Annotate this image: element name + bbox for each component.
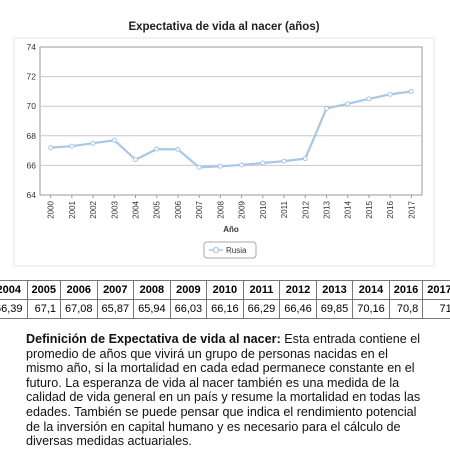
data-point bbox=[366, 96, 372, 102]
x-tick-label: 2003 bbox=[110, 200, 119, 218]
table-header-cell: 2014 bbox=[352, 280, 390, 300]
table-cell: 70,8 bbox=[388, 299, 424, 319]
data-table: 2004200520062007200820092010201120122013… bbox=[0, 280, 450, 319]
table-header-cell: 2012 bbox=[279, 280, 317, 300]
data-point bbox=[281, 158, 287, 164]
data-point bbox=[217, 163, 223, 169]
x-axis-label: Año bbox=[223, 225, 239, 234]
definition-text: Definición de Expectativa de vida al nac… bbox=[26, 332, 426, 449]
table-header-cell: 2006 bbox=[60, 280, 98, 300]
table-header-cell: 2011 bbox=[242, 280, 281, 300]
y-axis-ticks: 64 66 68 70 72 74 bbox=[27, 42, 37, 200]
table-row: 66,3967,167,0865,8765,9466,0366,1666,296… bbox=[0, 299, 450, 319]
x-tick-label: 2001 bbox=[68, 200, 77, 218]
series-layer bbox=[48, 88, 414, 170]
x-tick-label: 2015 bbox=[365, 200, 374, 218]
data-point bbox=[324, 105, 329, 111]
x-tick-label: 2016 bbox=[386, 200, 395, 218]
x-tick-label: 2009 bbox=[238, 200, 247, 218]
table-header-cell: 2017 bbox=[422, 280, 450, 300]
table-header-cell: 2008 bbox=[133, 280, 171, 300]
legend-swatch-marker bbox=[212, 246, 220, 254]
table-cell: 66,39 bbox=[0, 299, 28, 319]
y-tick-label: 74 bbox=[27, 42, 37, 52]
chart-title: Expectativa de vida al nacer (años) bbox=[128, 21, 319, 33]
x-tick-label: 2011 bbox=[280, 200, 289, 218]
x-tick-label: 2010 bbox=[259, 200, 268, 218]
x-tick-label: 2006 bbox=[174, 200, 183, 218]
legend: Rusia bbox=[203, 241, 257, 259]
plot-background bbox=[39, 46, 423, 196]
definition-body: Esta entrada contiene el promedio de año… bbox=[26, 332, 421, 449]
x-axis-ticks: 2000 2001 2002 2003 2004 2005 2006 2007 2008 2009… bbox=[47, 195, 416, 219]
chart-panel: Expectativa de vida al nacer (años) 64 66… bbox=[13, 21, 435, 267]
data-point bbox=[408, 88, 414, 94]
table-cell: 70,16 bbox=[352, 299, 390, 319]
table-header-cell: 2009 bbox=[169, 280, 208, 300]
line-chart: Expectativa de vida al nacer (años) 64 66… bbox=[13, 21, 435, 267]
data-point bbox=[90, 140, 96, 146]
y-tick-label: 66 bbox=[27, 160, 37, 170]
data-point bbox=[48, 145, 54, 151]
data-point bbox=[175, 146, 181, 152]
data-point bbox=[345, 101, 351, 107]
table-cell: 67,08 bbox=[60, 299, 98, 319]
y-tick-label: 70 bbox=[27, 101, 37, 111]
plot-frame bbox=[13, 37, 435, 267]
data-point bbox=[239, 162, 245, 168]
x-tick-label: 2008 bbox=[216, 200, 225, 218]
data-point bbox=[196, 164, 202, 170]
table-header-cell: 2013 bbox=[315, 280, 354, 300]
table-cell: 66,03 bbox=[169, 299, 208, 319]
table-cell: 69,85 bbox=[315, 299, 354, 319]
x-tick-label: 2005 bbox=[153, 200, 162, 218]
table-header-cell: 2004 bbox=[0, 280, 28, 300]
data-point bbox=[133, 157, 138, 163]
y-tick-label: 64 bbox=[27, 190, 37, 200]
definition-heading: Definición de Expectativa de vida al nac… bbox=[26, 332, 281, 346]
x-tick-label: 2013 bbox=[323, 200, 332, 218]
x-tick-label: 2004 bbox=[132, 200, 141, 218]
table-header-cell: 2010 bbox=[206, 280, 244, 300]
x-tick-label: 2002 bbox=[89, 200, 98, 218]
table-header-cell: 2007 bbox=[96, 280, 135, 300]
data-point bbox=[69, 143, 75, 149]
y-tick-label: 68 bbox=[27, 131, 37, 141]
table-cell: 71 bbox=[422, 299, 450, 319]
table-cell: 67,1 bbox=[26, 299, 62, 319]
x-tick-label: 2017 bbox=[407, 200, 416, 218]
legend-label: Rusia bbox=[226, 246, 247, 255]
x-tick-label: 2012 bbox=[301, 200, 310, 218]
data-point bbox=[111, 137, 117, 143]
table-cell: 65,94 bbox=[133, 299, 171, 319]
table-cell: 65,87 bbox=[96, 299, 135, 319]
data-point bbox=[387, 91, 393, 97]
table-cell: 66,16 bbox=[206, 299, 244, 319]
table-header-row: 2004200520062007200820092010201120122013… bbox=[0, 280, 450, 300]
x-tick-label: 2014 bbox=[344, 200, 353, 218]
data-point bbox=[302, 156, 308, 162]
table-cell: 66,46 bbox=[279, 299, 317, 319]
table-header-cell: 2016 bbox=[388, 280, 424, 300]
series-line bbox=[50, 90, 412, 169]
x-tick-label: 2007 bbox=[195, 200, 204, 218]
data-point bbox=[260, 160, 266, 166]
data-point bbox=[154, 146, 160, 152]
legend-box bbox=[203, 241, 257, 259]
y-tick-label: 72 bbox=[27, 72, 37, 82]
table-cell: 66,29 bbox=[242, 299, 281, 319]
table-header-cell: 2005 bbox=[26, 280, 62, 300]
x-tick-label: 2000 bbox=[47, 200, 56, 218]
